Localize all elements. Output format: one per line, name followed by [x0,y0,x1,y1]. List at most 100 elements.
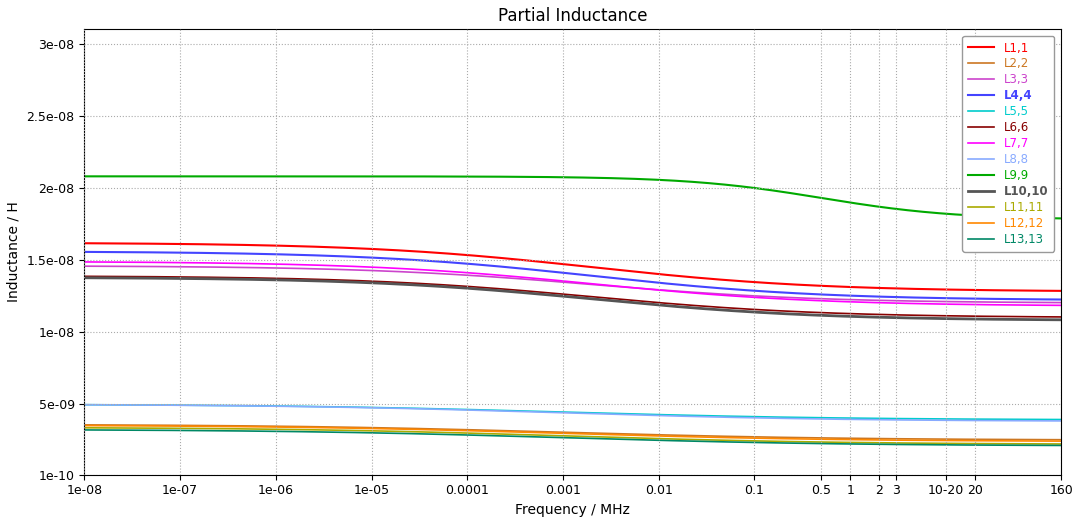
L7,7 [1055,302,1068,309]
L9,9 [247,173,260,180]
L13,13 [453,432,465,438]
L1,1 [247,242,260,248]
L13,13 [78,427,91,433]
L2,2 [189,422,202,429]
L5,5 [247,402,260,409]
L5,5 [1055,417,1068,423]
L4,4 [453,260,465,266]
L10,10 [78,275,91,281]
L9,9 [495,173,508,180]
L11,11 [247,426,260,432]
L11,11 [189,425,202,432]
L12,12 [1036,438,1049,444]
L6,6 [189,274,202,280]
Line: L6,6: L6,6 [84,276,1062,317]
L9,9 [189,173,202,180]
L3,3 [247,265,260,271]
L1,1 [453,251,465,257]
L3,3 [495,274,508,280]
L10,10 [930,315,943,322]
L7,7 [930,301,943,307]
L5,5 [78,401,91,408]
L12,12 [495,429,508,435]
L11,11 [78,424,91,431]
Line: L12,12: L12,12 [84,425,1062,441]
L13,13 [247,428,260,434]
L10,10 [189,276,202,282]
L1,1 [1036,288,1049,294]
Line: L5,5: L5,5 [84,405,1062,420]
L10,10 [1036,316,1049,323]
L6,6 [453,282,465,289]
L4,4 [189,249,202,256]
L6,6 [78,273,91,279]
L11,11 [930,440,943,446]
L12,12 [247,423,260,430]
Legend: L1,1, L2,2, L3,3, L4,4, L5,5, L6,6, L7,7, L8,8, L9,9, L10,10, L11,11, L12,12, L1: L1,1, L2,2, L3,3, L4,4, L5,5, L6,6, L7,7… [962,36,1054,252]
L2,2 [78,422,91,428]
Y-axis label: Inductance / H: Inductance / H [6,202,21,302]
L2,2 [453,427,465,433]
L10,10 [495,288,508,294]
L4,4 [1036,296,1049,302]
L3,3 [453,271,465,278]
L2,2 [495,428,508,434]
Line: L3,3: L3,3 [84,266,1062,302]
L6,6 [930,312,943,319]
L7,7 [453,269,465,275]
L12,12 [1055,438,1068,444]
L5,5 [930,416,943,422]
L2,2 [1036,436,1049,443]
L11,11 [495,431,508,437]
L4,4 [247,250,260,257]
L9,9 [1036,215,1049,221]
L9,9 [78,173,91,180]
L10,10 [1055,316,1068,323]
L5,5 [495,407,508,413]
L8,8 [78,401,91,408]
L1,1 [1055,288,1068,294]
L8,8 [930,417,943,423]
L12,12 [453,427,465,433]
L1,1 [495,255,508,261]
L1,1 [189,241,202,247]
L6,6 [495,286,508,292]
Line: L1,1: L1,1 [84,243,1062,291]
Line: L4,4: L4,4 [84,252,1062,300]
L7,7 [247,260,260,267]
L7,7 [1036,302,1049,308]
Line: L9,9: L9,9 [84,177,1062,219]
L8,8 [247,403,260,409]
L5,5 [453,406,465,412]
L8,8 [453,407,465,413]
L4,4 [930,295,943,301]
L6,6 [1055,314,1068,320]
L13,13 [495,433,508,439]
L4,4 [78,249,91,255]
L7,7 [78,259,91,265]
Line: L10,10: L10,10 [84,278,1062,320]
L3,3 [1055,299,1068,305]
L12,12 [930,438,943,444]
L8,8 [1055,418,1068,424]
L10,10 [247,276,260,282]
L12,12 [78,422,91,429]
Line: L2,2: L2,2 [84,425,1062,440]
L8,8 [495,408,508,414]
L11,11 [453,430,465,436]
L6,6 [1036,314,1049,320]
L7,7 [189,259,202,266]
L7,7 [495,272,508,279]
L8,8 [189,402,202,409]
Line: L7,7: L7,7 [84,262,1062,305]
L3,3 [1036,299,1049,305]
L13,13 [189,428,202,434]
L13,13 [1036,442,1049,449]
L9,9 [930,210,943,216]
L9,9 [453,173,465,180]
L2,2 [1055,436,1068,443]
X-axis label: Frequency / MHz: Frequency / MHz [515,503,631,517]
L6,6 [247,275,260,281]
L4,4 [495,264,508,270]
L8,8 [1036,418,1049,424]
